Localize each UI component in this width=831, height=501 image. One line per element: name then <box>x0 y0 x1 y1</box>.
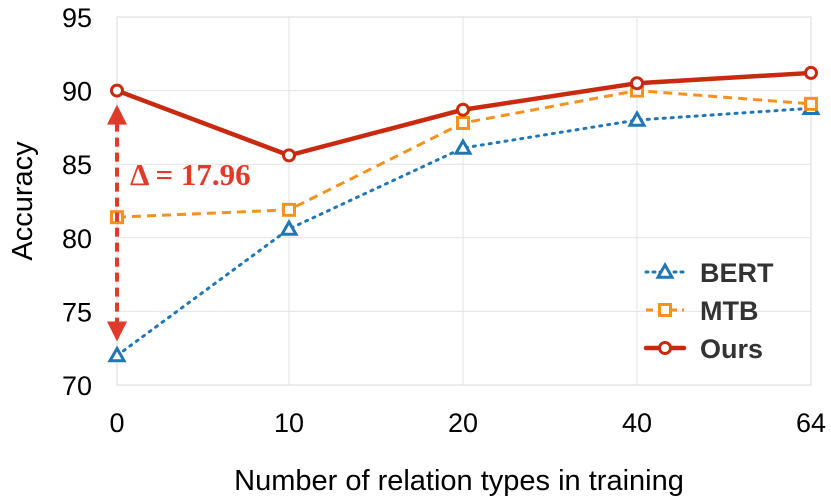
delta-arrow-head-up <box>107 104 127 125</box>
plot-frame <box>116 16 812 386</box>
legend-marker-mtb <box>658 303 672 317</box>
delta-annotation: Δ = 17.96 <box>107 104 251 342</box>
legend-entry-ours: Ours <box>643 334 763 364</box>
point-bert-40 <box>627 110 647 127</box>
legend-label-mtb: MTB <box>700 296 758 326</box>
series-line-bert <box>115 106 813 358</box>
series-layer <box>107 65 821 363</box>
x-tick-label-10: 10 <box>274 408 304 438</box>
point-mtb-64 <box>804 96 818 111</box>
y-tick-label-75: 75 <box>62 297 92 327</box>
x-tick-label-40: 40 <box>622 408 652 438</box>
y-tick-label-90: 90 <box>62 77 92 107</box>
delta-arrow-head-down <box>107 321 127 342</box>
x-tick-label-0: 0 <box>109 408 124 438</box>
x-tick-label-64: 64 <box>796 408 826 438</box>
point-ours-40 <box>630 76 644 91</box>
point-mtb-10 <box>282 202 296 217</box>
series-mtb <box>110 83 818 225</box>
delta-annotation-label: Δ = 17.96 <box>130 157 251 192</box>
legend-marker-bert <box>655 261 675 279</box>
y-tick-label-95: 95 <box>62 3 92 33</box>
legend-marker-ours <box>658 341 672 355</box>
point-bert-10 <box>279 218 299 236</box>
x-tick-labels: 0 10 20 40 64 <box>109 408 826 438</box>
legend-entry-bert: BERT <box>644 258 774 288</box>
point-ours-10 <box>282 148 296 163</box>
legend-entry-mtb: MTB <box>646 296 758 326</box>
point-bert-0 <box>107 345 127 363</box>
legend-label-ours: Ours <box>700 334 763 364</box>
y-tick-label-85: 85 <box>62 150 92 180</box>
x-tick-label-20: 20 <box>448 408 478 438</box>
grid-lines <box>116 16 812 386</box>
series-ours <box>110 65 818 163</box>
y-axis-title: Accuracy <box>7 141 39 261</box>
y-tick-label-70: 70 <box>62 371 92 401</box>
legend-label-bert: BERT <box>700 258 774 288</box>
point-ours-0 <box>110 83 124 98</box>
y-tick-labels: 70 75 80 85 90 95 <box>62 3 92 401</box>
point-mtb-20 <box>456 115 470 130</box>
legend: BERT MTB Ours <box>643 258 774 364</box>
y-tick-label-80: 80 <box>62 224 92 254</box>
point-ours-64 <box>804 65 818 80</box>
x-axis-title: Number of relation types in training <box>234 465 684 497</box>
point-ours-20 <box>456 102 470 117</box>
point-bert-20 <box>453 137 473 155</box>
